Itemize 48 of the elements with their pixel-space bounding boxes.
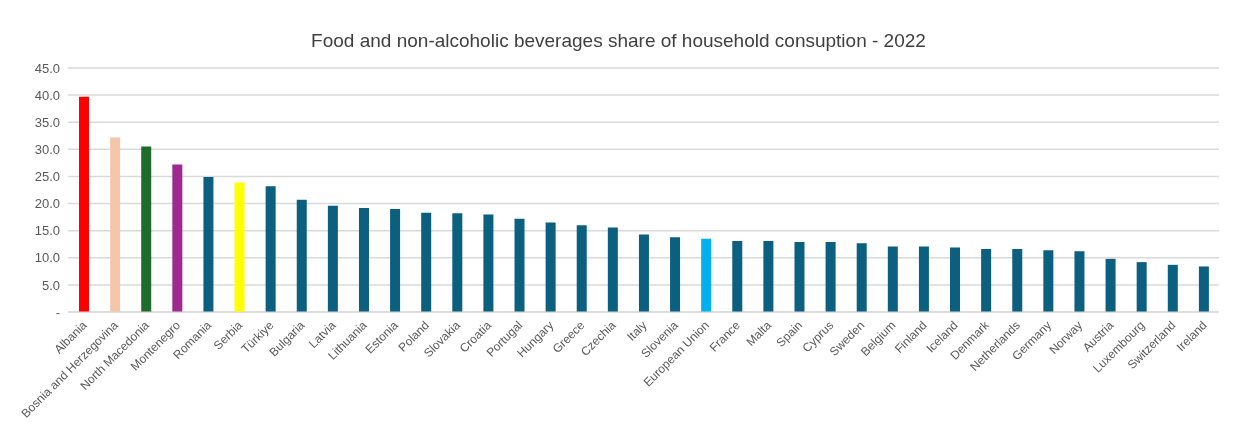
bar	[545, 222, 556, 312]
bar	[390, 208, 401, 312]
bar	[887, 246, 898, 312]
bar	[452, 213, 463, 312]
bar	[234, 182, 245, 312]
bar	[918, 246, 929, 312]
bar	[825, 242, 836, 312]
bar	[296, 199, 307, 312]
y-tick-label: 20.0	[34, 196, 60, 212]
bar	[203, 176, 214, 312]
bar	[110, 137, 121, 312]
bar	[1136, 262, 1147, 312]
bar	[172, 164, 183, 312]
bar	[732, 240, 743, 312]
bar	[856, 243, 867, 312]
y-tick-label: 25.0	[34, 169, 60, 185]
y-tick-label: -	[55, 304, 60, 320]
bar	[1167, 264, 1178, 312]
bar	[327, 205, 338, 312]
bar	[763, 240, 774, 312]
bar	[141, 146, 152, 312]
y-tick-label: 30.0	[34, 141, 60, 157]
bar	[265, 186, 276, 312]
bar	[1105, 258, 1116, 312]
bar	[950, 247, 961, 312]
y-tick-label: 45.0	[34, 60, 60, 76]
bar	[1198, 266, 1209, 312]
bar	[981, 249, 992, 312]
bar	[1012, 249, 1023, 312]
bar	[1043, 250, 1054, 312]
bar	[576, 225, 587, 312]
y-tick-label: 40.0	[34, 87, 60, 103]
bar	[670, 237, 681, 312]
bar	[794, 242, 805, 312]
bar	[638, 234, 649, 312]
y-tick-label: 5.0	[41, 277, 60, 293]
bar	[1074, 251, 1085, 312]
bar	[358, 207, 369, 312]
y-tick-label: 15.0	[34, 223, 60, 239]
bar	[79, 96, 89, 312]
bar	[701, 238, 712, 312]
bar	[514, 218, 525, 312]
y-tick-label: 10.0	[34, 250, 60, 266]
y-tick-label: 35.0	[34, 114, 60, 130]
bar	[607, 227, 618, 312]
bar	[421, 212, 432, 312]
chart-title: Food and non-alcoholic beverages share of household consuption - 2022	[310, 29, 927, 53]
bar	[483, 214, 494, 312]
